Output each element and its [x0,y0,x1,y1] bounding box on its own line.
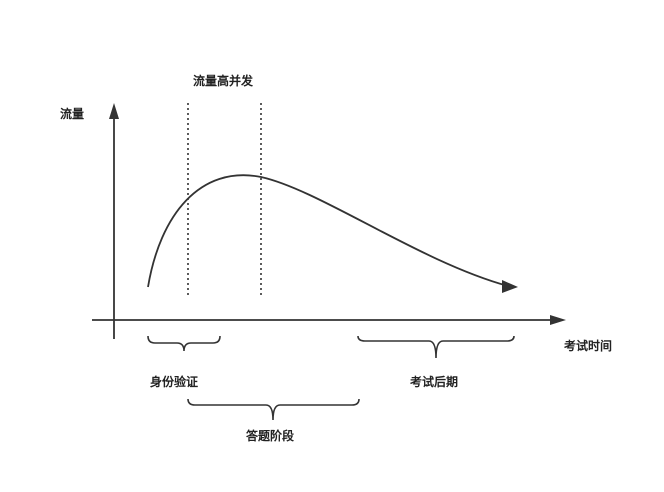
traffic-curve [147,174,509,288]
phase-label-identity-verification: 身份验证 [150,375,199,389]
y-axis-arrowhead [109,103,119,119]
phase-label-late-exam: 考试后期 [410,375,459,389]
peak-concurrency-label: 流量高并发 [193,74,254,88]
traffic-curve-arrowhead [502,280,518,293]
x-axis-arrowhead [550,315,566,325]
phase-label-answering: 答题阶段 [246,429,295,443]
x-axis-label: 考试时间 [564,339,613,353]
answering-phase-brace [187,398,360,421]
y-axis-label: 流量 [60,107,85,121]
late-exam-brace [357,335,515,359]
identity-verification-brace [147,335,221,352]
